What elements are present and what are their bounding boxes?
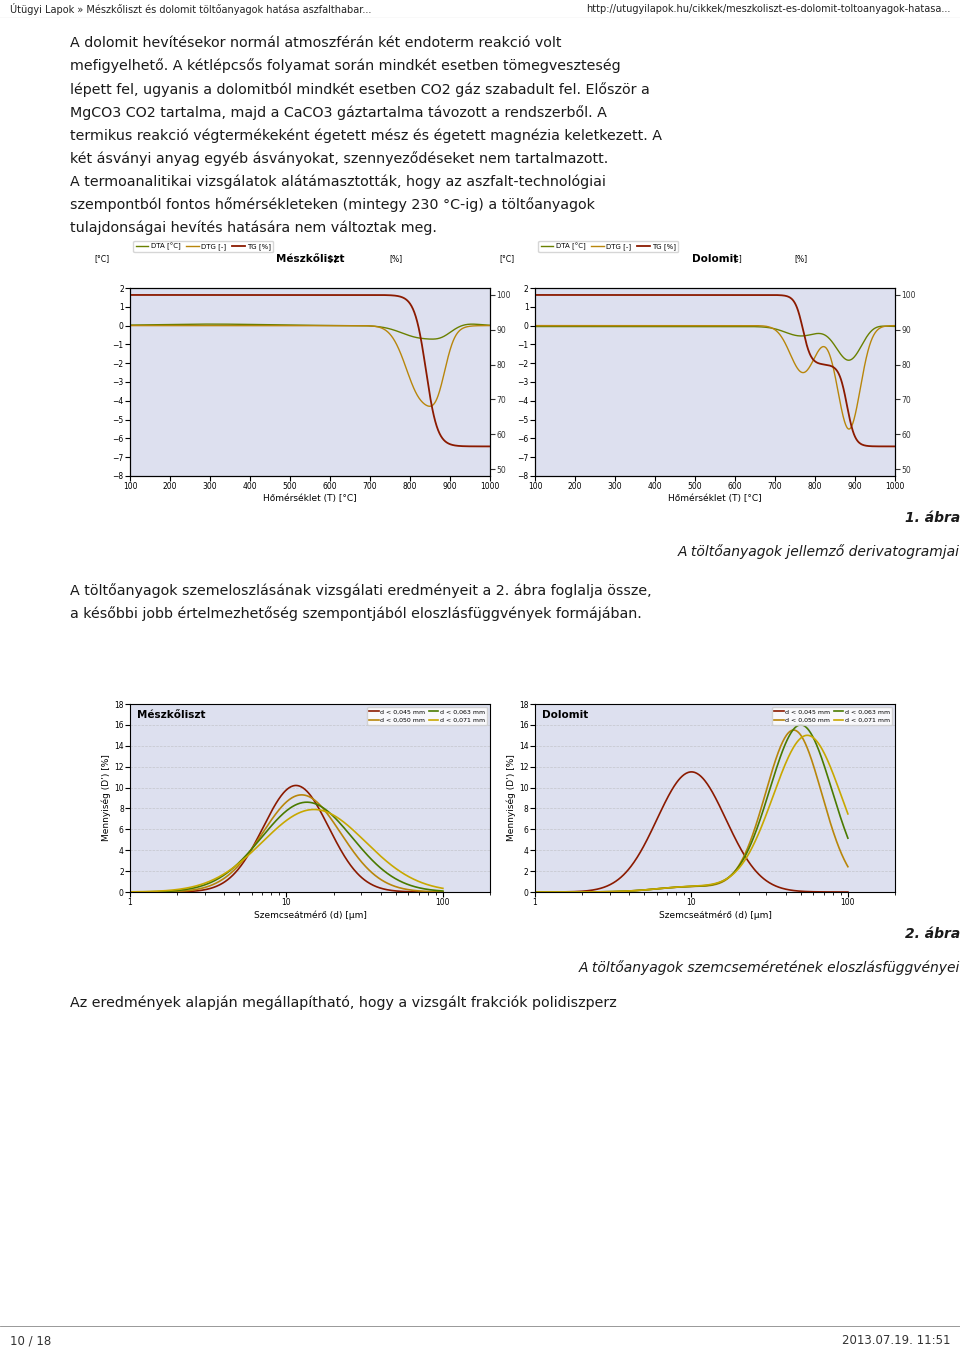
X-axis label: Szemcseátmérő (d) [μm]: Szemcseátmérő (d) [μm] (659, 910, 772, 919)
Text: [°C]: [°C] (94, 255, 109, 263)
Text: [-]: [-] (328, 255, 337, 263)
Text: [-]: [-] (733, 255, 742, 263)
Text: Útügyi Lapok » Mészkőliszt és dolomit töltőanyagok hatása aszfalthabar...: Útügyi Lapok » Mészkőliszt és dolomit tö… (10, 3, 371, 15)
Text: Dolomit: Dolomit (692, 254, 738, 263)
Text: Mészkőliszt: Mészkőliszt (276, 254, 345, 263)
Text: Mészkőliszt: Mészkőliszt (137, 709, 205, 720)
Text: A töltőanyagok jellemző derivatogramjai: A töltőanyagok jellemző derivatogramjai (678, 544, 960, 559)
Text: 2. ábra: 2. ábra (904, 928, 960, 941)
Y-axis label: Mennyiség (D’) [%]: Mennyiség (D’) [%] (507, 754, 516, 842)
Text: http://utugyilapok.hu/cikkek/meszkoliszt-es-dolomit-toltoanyagok-hatasa...: http://utugyilapok.hu/cikkek/meszkoliszt… (586, 4, 950, 14)
Text: A töltőanyagok szemeloszlásának vizsgálati eredményeit a 2. ábra foglalja össze,: A töltőanyagok szemeloszlásának vizsgála… (70, 583, 652, 621)
Legend: d < 0,045 mm, d < 0,050 mm, d < 0,063 mm, d < 0,071 mm: d < 0,045 mm, d < 0,050 mm, d < 0,063 mm… (368, 706, 487, 724)
Legend: d < 0,045 mm, d < 0,050 mm, d < 0,063 mm, d < 0,071 mm: d < 0,045 mm, d < 0,050 mm, d < 0,063 mm… (772, 706, 892, 724)
Legend: DTA [°C], DTG [-], TG [%]: DTA [°C], DTG [-], TG [%] (539, 241, 679, 252)
Text: [%]: [%] (389, 255, 402, 263)
Text: Az eredmények alapján megállapítható, hogy a vizsgált frakciók polidiszperz: Az eredmények alapján megállapítható, ho… (70, 997, 616, 1010)
Text: A dolomit hevítésekor normál atmoszférán két endoterm reakció volt
mefigyelhető.: A dolomit hevítésekor normál atmoszférán… (70, 37, 662, 235)
X-axis label: Hőmérséklet (T) [°C]: Hőmérséklet (T) [°C] (668, 494, 762, 503)
Text: 10 / 18: 10 / 18 (10, 1334, 51, 1348)
X-axis label: Szemcseátmérő (d) [μm]: Szemcseátmérő (d) [μm] (253, 910, 367, 919)
X-axis label: Hőmérséklet (T) [°C]: Hőmérséklet (T) [°C] (263, 494, 357, 503)
Text: 1. ábra: 1. ábra (904, 511, 960, 525)
Text: [%]: [%] (794, 255, 807, 263)
Text: [°C]: [°C] (499, 255, 515, 263)
Text: Dolomit: Dolomit (542, 709, 588, 720)
Legend: DTA [°C], DTG [-], TG [%]: DTA [°C], DTG [-], TG [%] (133, 241, 274, 252)
Y-axis label: Mennyiség (D’) [%]: Mennyiség (D’) [%] (102, 754, 111, 842)
Text: 2013.07.19. 11:51: 2013.07.19. 11:51 (842, 1334, 950, 1348)
Text: A töltőanyagok szemcseméretének eloszlásfüggvényei: A töltőanyagok szemcseméretének eloszlás… (579, 960, 960, 975)
